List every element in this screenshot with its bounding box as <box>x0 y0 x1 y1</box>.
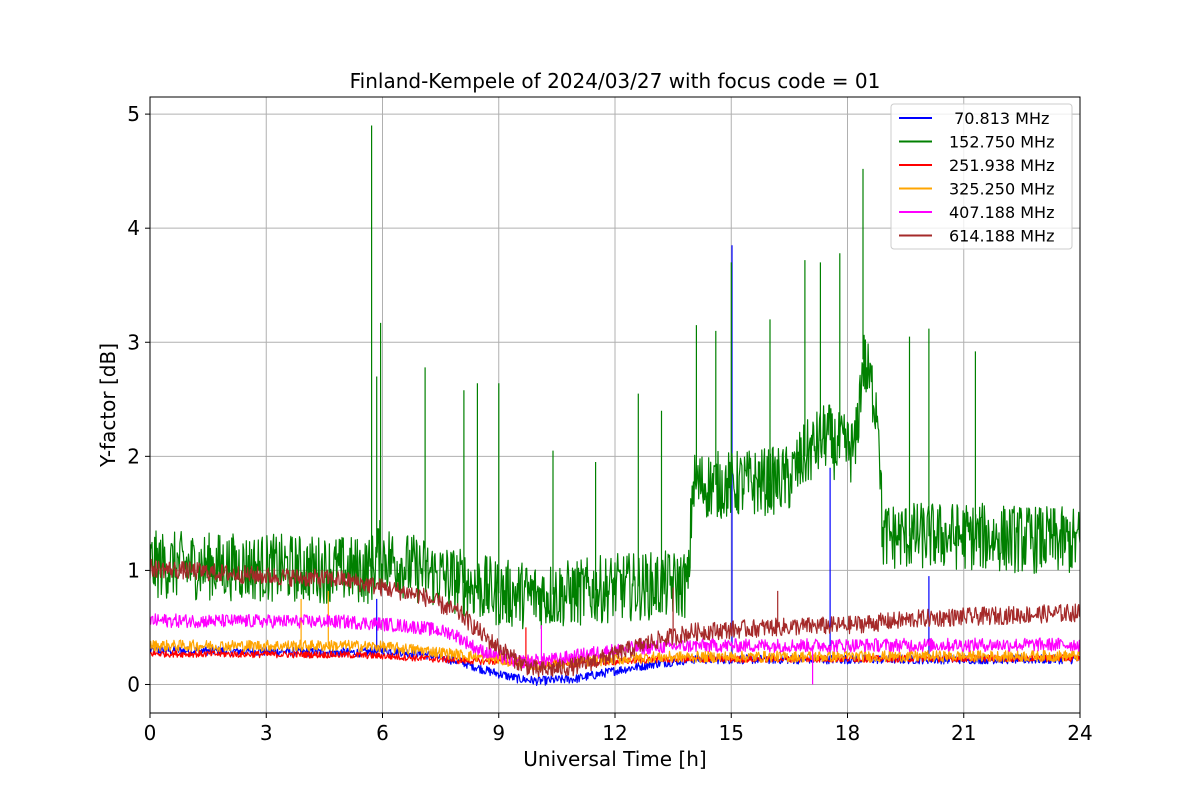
x-tick-label: 3 <box>260 721 273 745</box>
series-line-0 <box>150 245 1080 686</box>
x-tick-label: 9 <box>492 721 505 745</box>
series-layer <box>150 125 1080 686</box>
x-tick-label: 18 <box>835 721 860 745</box>
x-tick-label: 21 <box>951 721 976 745</box>
x-tick-label: 15 <box>719 721 744 745</box>
y-tick-label: 1 <box>127 558 140 582</box>
x-tick-label: 12 <box>602 721 627 745</box>
legend-box <box>890 103 1073 250</box>
chart-title: Finland-Kempele of 2024/03/27 with focus… <box>350 69 881 93</box>
x-tick-label: 6 <box>376 721 389 745</box>
legend-label: 407.188 MHz <box>949 203 1054 222</box>
y-tick-label: 5 <box>127 102 140 126</box>
y-tick-label: 2 <box>127 444 140 468</box>
x-axis-label: Universal Time [h] <box>523 747 706 771</box>
series-line-1 <box>150 125 1080 630</box>
legend-label: 152.750 MHz <box>949 133 1054 152</box>
y-tick-label: 4 <box>127 216 140 240</box>
y-axis-label: Y-factor [dB] <box>96 343 120 468</box>
x-tick-label: 0 <box>144 721 157 745</box>
series-line-5 <box>150 558 1080 678</box>
legend-label: 614.188 MHz <box>949 227 1054 246</box>
y-tick-label: 3 <box>127 330 140 354</box>
legend-label: 325.250 MHz <box>949 180 1054 199</box>
y-tick-label: 0 <box>127 672 140 696</box>
x-tick-label: 24 <box>1067 721 1092 745</box>
legend-label: 251.938 MHz <box>949 156 1054 175</box>
series-line-4 <box>150 613 1080 685</box>
legend: 70.813 MHz 152.750 MHz 251.938 MHz 325.250 … <box>890 103 1073 250</box>
legend-label: 70.813 MHz <box>949 109 1049 128</box>
